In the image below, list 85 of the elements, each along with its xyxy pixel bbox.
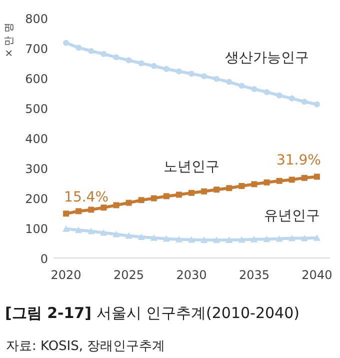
point	[238, 183, 245, 189]
x-tick-label: 2020	[50, 268, 82, 282]
point	[188, 190, 194, 196]
point	[288, 176, 295, 183]
point	[100, 51, 107, 57]
point	[76, 208, 82, 214]
point	[300, 234, 308, 242]
point	[250, 236, 258, 242]
point	[138, 60, 144, 66]
point	[176, 192, 182, 198]
y-tick-label: 400	[25, 132, 48, 146]
point	[88, 228, 95, 234]
point	[251, 86, 258, 92]
y-tick-label: 100	[25, 222, 48, 236]
point	[150, 195, 157, 202]
point	[76, 44, 82, 51]
point	[176, 68, 182, 74]
text: 자료: KOSIS, 장래인구추계	[6, 339, 166, 354]
y-axis-title: × 만 명	[4, 22, 15, 58]
point	[138, 197, 144, 204]
point	[251, 181, 258, 188]
point	[276, 178, 282, 184]
point	[188, 70, 194, 77]
point	[238, 82, 245, 89]
point	[226, 185, 232, 192]
point	[112, 230, 120, 238]
point	[126, 200, 132, 206]
point	[264, 179, 270, 186]
series-label: 생산가능인구	[224, 50, 309, 66]
x-tick-label: 2040	[302, 268, 332, 282]
y-tick-label: 300	[25, 162, 48, 176]
point	[301, 174, 308, 181]
point	[163, 66, 170, 72]
point	[113, 54, 120, 60]
point	[201, 188, 208, 194]
y-tick-label: 200	[25, 192, 48, 206]
point	[288, 95, 295, 102]
point	[88, 206, 94, 213]
point	[314, 174, 320, 180]
point	[163, 193, 170, 200]
point	[263, 236, 270, 242]
point	[214, 76, 220, 82]
y-tick-label: 0	[40, 252, 48, 266]
annotation: 15.4%	[64, 190, 109, 206]
text: [그림 2-17] 서울시 인구추계(2010-2040)	[5, 304, 300, 322]
point	[138, 234, 145, 240]
point	[276, 92, 282, 98]
point	[113, 202, 120, 208]
point	[314, 101, 320, 108]
point	[100, 204, 107, 211]
point	[313, 234, 320, 241]
series-label: 노년인구	[164, 158, 220, 175]
point	[75, 226, 82, 234]
y-tick-label: 500	[25, 102, 48, 116]
series-label: 유년인구	[264, 208, 320, 224]
point	[150, 63, 157, 69]
x-tick-label: 2025	[114, 268, 144, 282]
y-tick-label: 700	[25, 42, 48, 56]
point	[125, 232, 132, 239]
point	[63, 210, 70, 217]
point	[276, 235, 283, 242]
point	[162, 235, 170, 242]
point	[213, 236, 220, 243]
point	[188, 236, 195, 243]
x-tick-label: 2035	[238, 268, 270, 282]
y-tick-label: 600	[25, 72, 48, 86]
point	[150, 234, 158, 241]
point	[264, 89, 270, 96]
point	[226, 236, 233, 243]
x-tick-label: 2030	[176, 268, 207, 282]
point	[226, 78, 232, 85]
point	[301, 98, 308, 105]
point	[238, 236, 246, 243]
point	[288, 234, 296, 242]
y-tick-label: 800	[25, 12, 48, 26]
point	[88, 48, 94, 54]
annotation: 31.9%	[276, 152, 321, 169]
point	[175, 236, 182, 242]
point	[63, 40, 70, 46]
point	[200, 236, 208, 243]
point	[214, 186, 220, 193]
point	[100, 229, 108, 236]
point	[126, 57, 132, 64]
point	[201, 73, 208, 80]
point	[62, 225, 70, 232]
